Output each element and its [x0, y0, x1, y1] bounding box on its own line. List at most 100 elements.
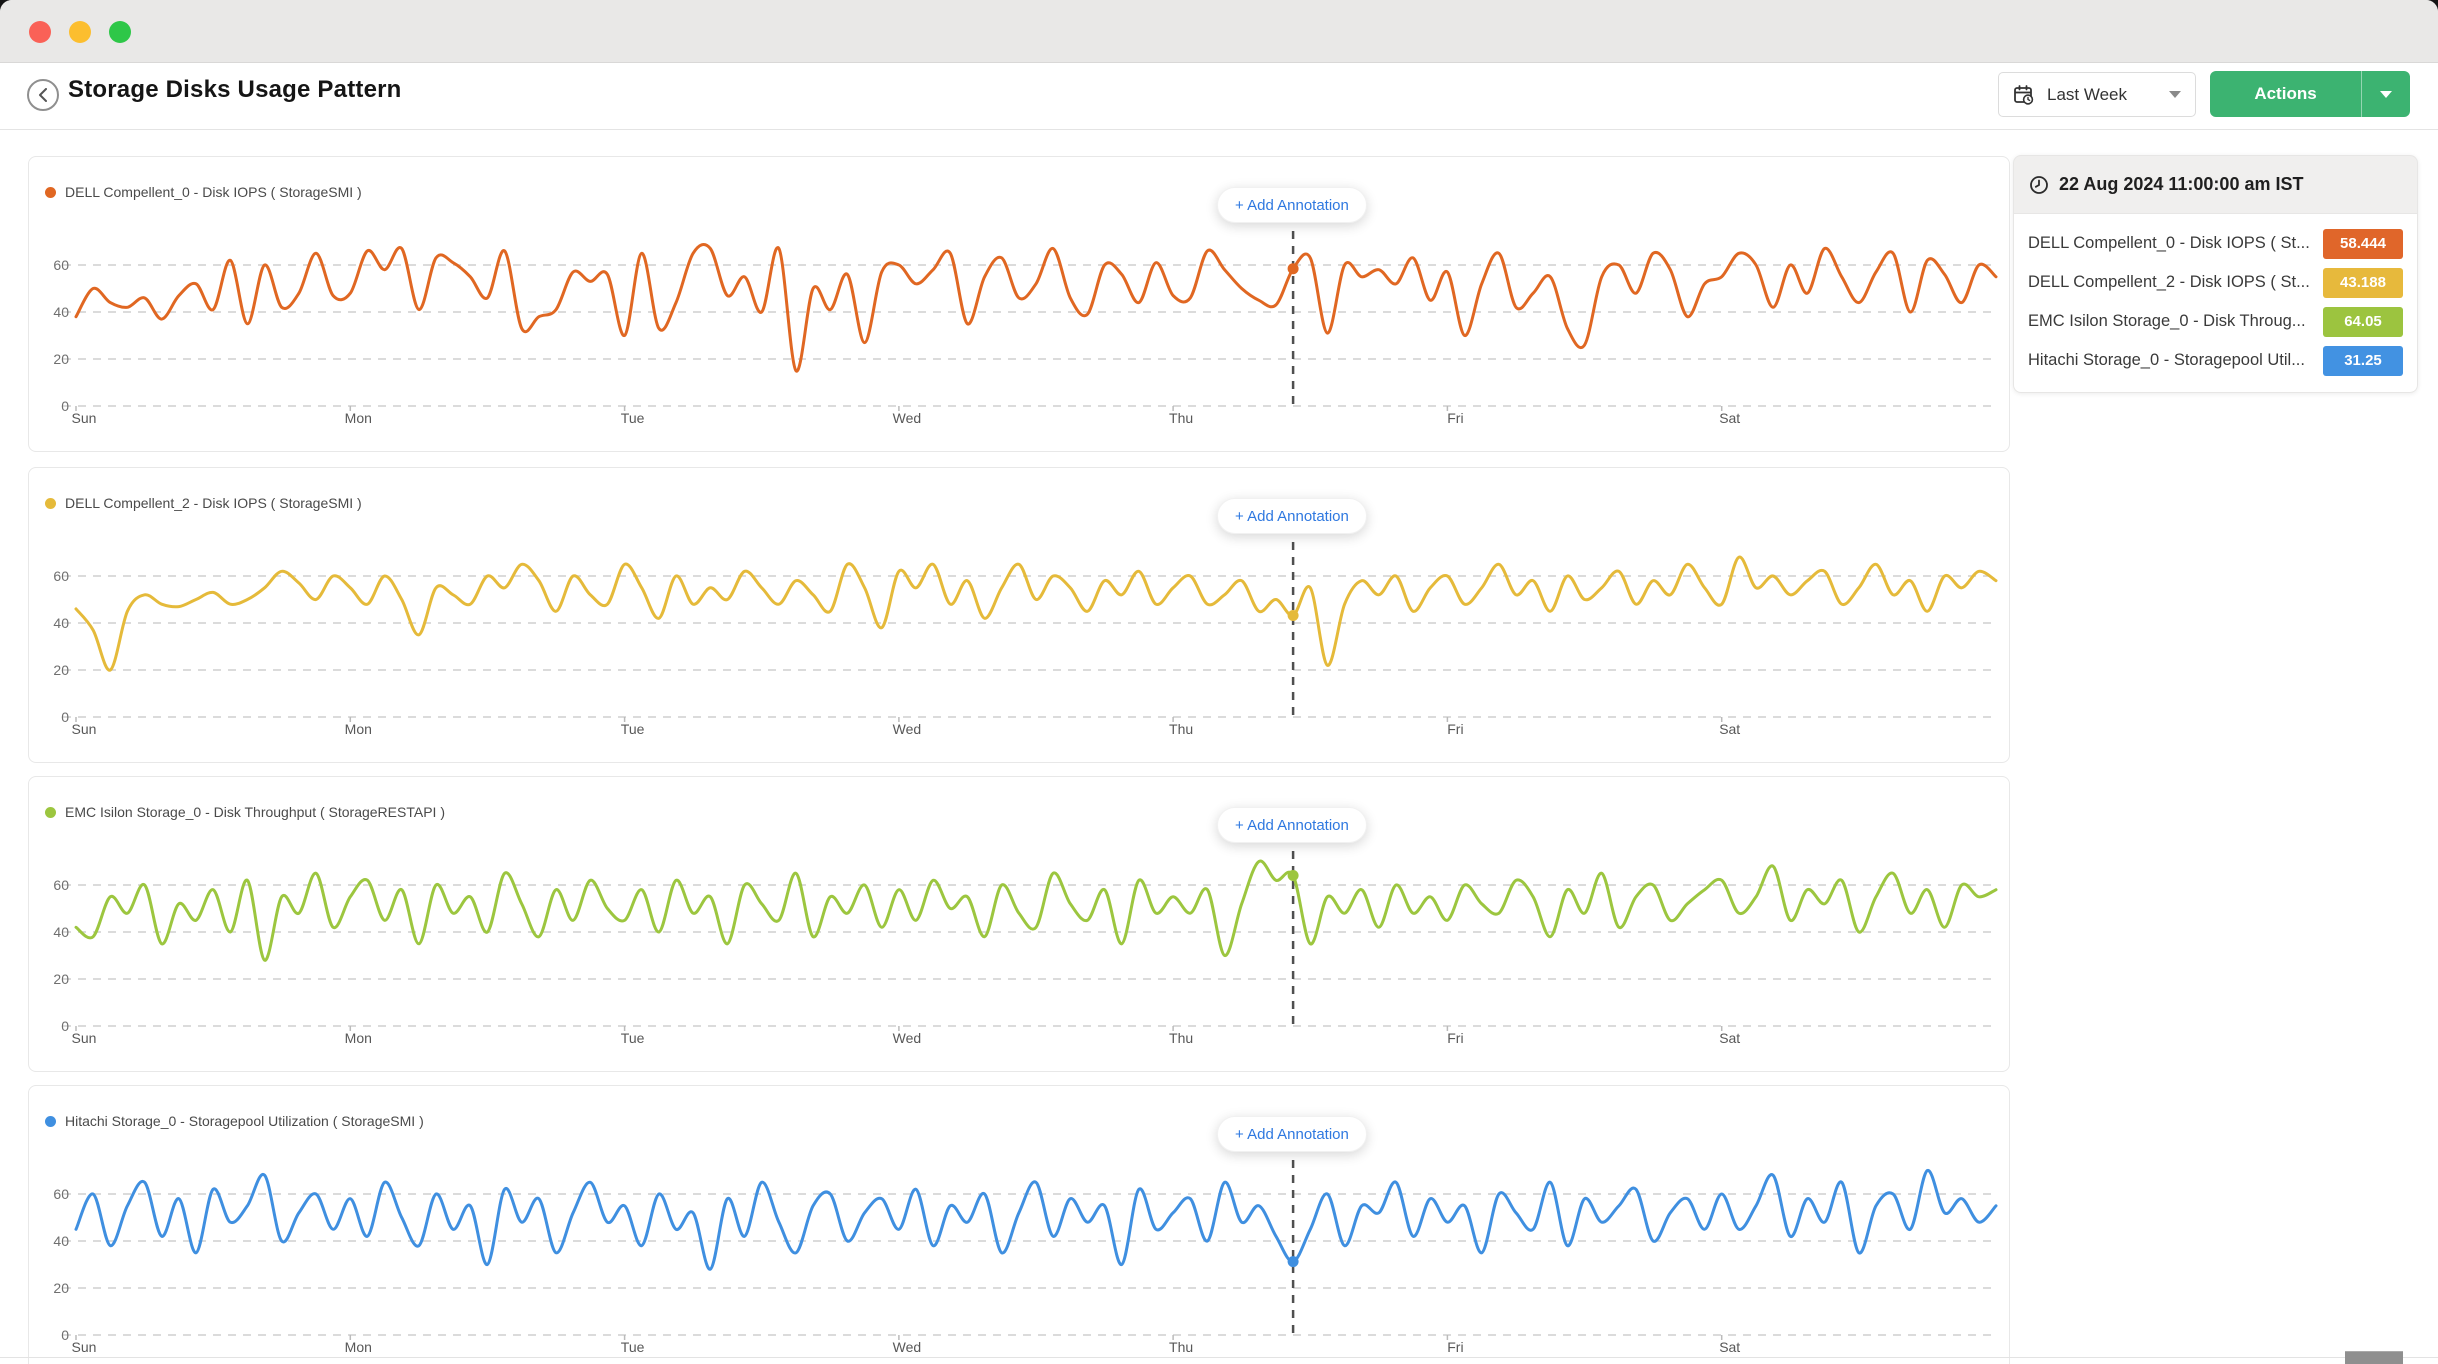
tooltip-value-badge: 31.25	[2323, 345, 2403, 376]
chevron-down-icon	[2169, 91, 2181, 98]
tooltip-series-label: DELL Compellent_2 - Disk IOPS ( St...	[2028, 273, 2310, 291]
x-axis-tick-label: Tue	[621, 721, 645, 737]
x-axis-tick-label: Wed	[893, 721, 922, 737]
legend-dot-icon	[45, 806, 56, 818]
minimize-window-button[interactable]	[69, 21, 91, 43]
scrollbar-track	[0, 1357, 2438, 1358]
y-axis-tick-label: 60	[53, 257, 69, 273]
tooltip-header: 22 Aug 2024 11:00:00 am IST	[2013, 155, 2418, 213]
series-line	[74, 555, 1998, 672]
legend-label: DELL Compellent_2 - Disk IOPS ( StorageS…	[65, 495, 362, 511]
x-axis-tick-label: Mon	[345, 1030, 372, 1046]
tooltip-row: EMC Isilon Storage_0 - Disk Throug... 64…	[2028, 302, 2403, 341]
x-axis-tick-label: Mon	[345, 721, 372, 737]
hover-marker	[1287, 263, 1299, 275]
x-axis-tick-label: Mon	[345, 410, 372, 426]
hover-marker	[1287, 1256, 1299, 1268]
line-chart[interactable]: 0 20 40 60 Sun Mon Tue Wed Thu Fri Sat	[29, 1086, 2009, 1364]
x-axis-tick-label: Sat	[1719, 1030, 1740, 1046]
chevron-left-icon	[39, 88, 47, 102]
tooltip-value-badge: 58.444	[2323, 228, 2403, 259]
legend-label: Hitachi Storage_0 - Storagepool Utilizat…	[65, 1113, 424, 1129]
legend-dot-icon	[45, 1115, 56, 1127]
add-annotation-button[interactable]: + Add Annotation	[1217, 807, 1367, 843]
x-axis-tick-label: Fri	[1447, 1339, 1463, 1355]
add-annotation-button[interactable]: + Add Annotation	[1217, 187, 1367, 223]
tooltip-row: Hitachi Storage_0 - Storagepool Util... …	[2028, 341, 2403, 380]
chevron-down-icon	[2380, 90, 2392, 98]
actions-dropdown-toggle[interactable]	[2361, 71, 2410, 117]
y-axis-tick-label: 60	[53, 877, 69, 893]
tooltip-value-badge: 64.05	[2323, 306, 2403, 337]
fullscreen-window-button[interactable]	[109, 21, 131, 43]
tooltip-row: DELL Compellent_0 - Disk IOPS ( St... 58…	[2028, 224, 2403, 263]
x-axis-tick-label: Sun	[72, 410, 97, 426]
series-line	[74, 243, 1998, 373]
clock-icon	[2030, 175, 2048, 194]
series-line	[74, 859, 1998, 962]
tooltip-value-badge: 43.188	[2323, 267, 2403, 298]
chart-legend: Hitachi Storage_0 - Storagepool Utilizat…	[45, 1113, 424, 1129]
close-window-button[interactable]	[29, 21, 51, 43]
back-button[interactable]	[27, 79, 59, 111]
line-chart[interactable]: 0 20 40 60 Sun Mon Tue Wed Thu Fri Sat	[29, 468, 2009, 762]
x-axis-tick-label: Tue	[621, 1339, 645, 1355]
x-axis-tick-label: Fri	[1447, 410, 1463, 426]
tooltip-series-label: DELL Compellent_0 - Disk IOPS ( St...	[2028, 234, 2310, 252]
y-axis-tick-label: 20	[53, 662, 69, 678]
y-axis-tick-label: 40	[53, 1233, 69, 1249]
hover-tooltip-panel: 22 Aug 2024 11:00:00 am IST DELL Compell…	[2013, 155, 2418, 393]
x-axis-tick-label: Sat	[1719, 410, 1740, 426]
series-line	[74, 1168, 1998, 1271]
x-axis-tick-label: Mon	[345, 1339, 372, 1355]
chart-card-dell-compellent-2: DELL Compellent_2 - Disk IOPS ( StorageS…	[28, 467, 2010, 763]
add-annotation-button[interactable]: + Add Annotation	[1217, 498, 1367, 534]
y-axis-tick-label: 40	[53, 615, 69, 631]
x-axis-tick-label: Fri	[1447, 1030, 1463, 1046]
actions-button[interactable]: Actions	[2210, 71, 2410, 117]
y-axis-tick-label: 60	[53, 1186, 69, 1202]
x-axis-tick-label: Sun	[72, 1339, 97, 1355]
tooltip-series-label: Hitachi Storage_0 - Storagepool Util...	[2028, 351, 2305, 369]
y-axis-tick-label: 60	[53, 568, 69, 584]
page-header: Storage Disks Usage Pattern Last Week Ac…	[0, 63, 2438, 130]
x-axis-tick-label: Tue	[621, 410, 645, 426]
legend-label: EMC Isilon Storage_0 - Disk Throughput (…	[65, 804, 445, 820]
tooltip-row: DELL Compellent_2 - Disk IOPS ( St... 43…	[2028, 263, 2403, 302]
x-axis-tick-label: Wed	[893, 1030, 922, 1046]
x-axis-tick-label: Thu	[1169, 1030, 1193, 1046]
page-title: Storage Disks Usage Pattern	[68, 76, 402, 103]
x-axis-tick-label: Sun	[72, 1030, 97, 1046]
y-axis-tick-label: 0	[61, 709, 69, 725]
hover-marker	[1287, 610, 1299, 621]
y-axis-tick-label: 20	[53, 1280, 69, 1296]
x-axis-tick-label: Fri	[1447, 721, 1463, 737]
legend-dot-icon	[45, 186, 56, 198]
legend-dot-icon	[45, 497, 56, 509]
chart-legend: EMC Isilon Storage_0 - Disk Throughput (…	[45, 804, 445, 820]
y-axis-tick-label: 0	[61, 1018, 69, 1034]
tooltip-series-label: EMC Isilon Storage_0 - Disk Throug...	[2028, 312, 2306, 330]
legend-label: DELL Compellent_0 - Disk IOPS ( StorageS…	[65, 184, 362, 200]
time-range-dropdown[interactable]: Last Week	[1998, 72, 2196, 117]
actions-button-label: Actions	[2254, 84, 2317, 103]
x-axis-tick-label: Sun	[72, 721, 97, 737]
line-chart[interactable]: 0 20 40 60 Sun Mon Tue Wed Thu Fri Sat	[29, 157, 2009, 451]
add-annotation-button[interactable]: + Add Annotation	[1217, 1116, 1367, 1152]
tooltip-body: DELL Compellent_0 - Disk IOPS ( St... 58…	[2013, 213, 2418, 393]
scrollbar-thumb[interactable]	[2345, 1351, 2403, 1364]
y-axis-tick-label: 40	[53, 304, 69, 320]
y-axis-tick-label: 20	[53, 351, 69, 367]
x-axis-tick-label: Wed	[893, 410, 922, 426]
y-axis-tick-label: 20	[53, 971, 69, 987]
x-axis-tick-label: Thu	[1169, 1339, 1193, 1355]
chart-legend: DELL Compellent_0 - Disk IOPS ( StorageS…	[45, 184, 362, 200]
line-chart[interactable]: 0 20 40 60 Sun Mon Tue Wed Thu Fri Sat	[29, 777, 2009, 1071]
x-axis-tick-label: Tue	[621, 1030, 645, 1046]
time-range-value: Last Week	[2047, 84, 2128, 104]
y-axis-tick-label: 0	[61, 1327, 69, 1343]
hover-marker	[1287, 870, 1299, 881]
window-titlebar	[0, 0, 2438, 63]
tooltip-timestamp: 22 Aug 2024 11:00:00 am IST	[2059, 174, 2304, 194]
